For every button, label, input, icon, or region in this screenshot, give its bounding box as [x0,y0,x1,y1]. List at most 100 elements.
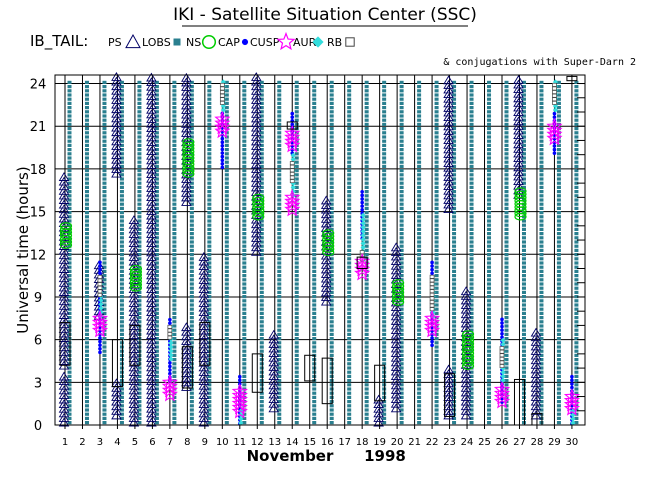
ps-marker [58,268,70,278]
lobs-marker [102,110,107,114]
lobs-marker [277,244,282,248]
lobs-marker [207,198,212,202]
lobs-marker [434,421,439,425]
ps-marker [373,417,384,427]
lobs-marker [434,400,439,404]
lobs-marker [242,118,247,122]
cap-marker [220,151,225,155]
ps-marker [513,148,524,158]
ps-marker [146,339,157,349]
lobs-marker [102,122,107,126]
lobs-marker [67,416,72,420]
lobs-marker [487,194,492,198]
lobs-marker [172,211,177,215]
lobs-marker [154,311,159,315]
lobs-marker [521,173,526,177]
lobs-marker [119,391,124,395]
x-axis-year-label: 1998 [364,447,406,465]
lobs-marker [382,85,387,89]
cusp-marker [91,321,109,338]
ps-marker [146,252,157,261]
ps-marker [128,229,140,238]
lobs-marker [224,370,229,374]
ps-marker [181,82,192,91]
lobs-marker [434,194,439,198]
lobs-marker [329,85,334,89]
lobs-marker [556,257,561,261]
lobs-marker [434,106,439,110]
lobs-marker [469,311,474,315]
lobs-marker [556,219,561,223]
lobs-marker [574,114,579,118]
cap-marker [570,382,574,386]
lobs-marker [556,324,561,328]
ps-marker [146,330,157,340]
lobs-marker [329,341,334,345]
ps-marker [58,195,70,204]
lobs-marker [434,223,439,227]
ps-marker [146,72,157,82]
ps-marker [58,319,70,329]
cap-marker [98,339,102,344]
rb-marker [429,296,435,301]
lobs-marker [452,97,457,101]
lobs-marker [329,122,334,126]
ps-marker [513,180,524,190]
lobs-marker [539,349,544,353]
rb-marker [167,332,173,336]
lobs-marker [259,274,264,278]
lobs-marker [137,227,142,231]
lobs-marker [434,202,439,206]
lobs-marker [364,400,369,404]
ps-marker [146,247,157,257]
lobs-marker [487,412,492,416]
lobs-marker [294,370,299,374]
lobs-marker [102,106,107,110]
lobs-marker [137,101,142,105]
lobs-marker [539,160,544,164]
lobs-marker [277,265,282,269]
lobs-marker [189,190,194,194]
lobs-marker [312,253,317,257]
ps-marker [530,373,542,383]
ps-marker [181,336,192,345]
ps-marker [460,405,472,415]
lobs-marker [119,232,124,236]
lobs-marker [224,185,229,189]
lobs-marker [102,299,107,303]
aur-marker [552,107,559,113]
ps-marker [146,334,157,344]
lobs-marker [364,101,369,105]
ps-marker [128,233,140,243]
ps-marker [58,259,70,269]
lobs-marker [417,257,422,261]
lobs-marker [102,362,107,366]
lobs-marker [469,131,474,135]
lobs-marker [539,345,544,349]
lobs-marker [452,240,457,244]
lobs-marker [521,362,526,366]
ps-marker [128,413,140,422]
lobs-marker [189,106,194,110]
lobs-marker [259,127,264,131]
lobs-marker [574,320,579,324]
ps-marker [443,75,454,85]
lobs-marker [452,135,457,139]
lobs-marker [84,366,89,370]
lobs-marker [329,131,334,135]
lobs-marker [137,122,142,126]
lobs-marker [504,148,509,152]
lobs-marker [224,320,229,324]
ps-marker [390,375,402,385]
lobs-marker [417,253,422,257]
ps-marker [58,371,70,381]
lobs-marker [294,206,299,210]
lobs-marker [417,383,422,387]
ps-marker [390,357,402,367]
ps-marker [128,339,140,349]
lobs-marker [312,236,317,240]
lobs-marker [329,223,334,227]
lobs-marker [487,148,492,152]
lobs-marker [277,248,282,252]
lobs-marker [67,248,72,252]
